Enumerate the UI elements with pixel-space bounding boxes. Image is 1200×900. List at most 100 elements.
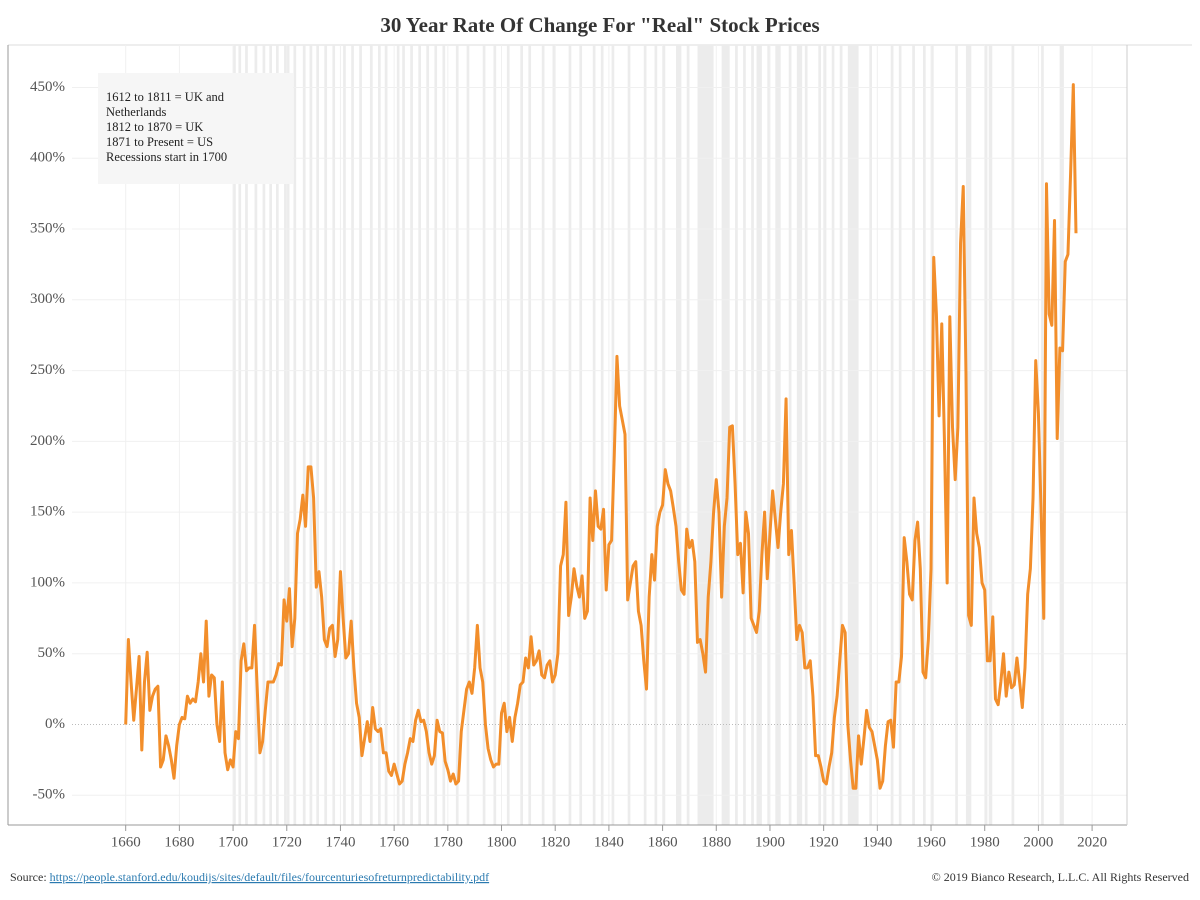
recession-band <box>254 45 258 825</box>
recession-band <box>965 45 972 825</box>
x-tick-label: 1900 <box>755 834 785 850</box>
recession-band <box>455 45 459 825</box>
recession-band <box>351 45 354 825</box>
x-tick-label: 1720 <box>272 834 302 850</box>
recession-band <box>767 45 770 825</box>
recession-band <box>528 45 532 825</box>
y-tick-label: 50% <box>38 645 66 661</box>
recession-band <box>466 45 470 825</box>
recession-band <box>552 45 556 825</box>
recession-band <box>775 45 781 825</box>
recession-band <box>869 45 872 825</box>
x-tick-label: 1920 <box>809 834 839 850</box>
recession-band <box>756 45 762 825</box>
recession-band <box>324 45 328 825</box>
recession-band <box>245 45 248 825</box>
copyright: © 2019 Bianco Research, L.L.C. All Right… <box>932 870 1189 884</box>
x-tick-label: 1780 <box>433 834 463 850</box>
x-tick-label: 1820 <box>540 834 570 850</box>
x-tick-label: 1980 <box>970 834 1000 850</box>
annotation-line: Recessions start in 1700 <box>106 150 227 164</box>
annotation-line: 1612 to 1811 = UK and <box>106 90 225 104</box>
chart-title: 30 Year Rate Of Change For "Real" Stock … <box>380 13 819 37</box>
x-tick-label: 1660 <box>111 834 141 850</box>
recession-band <box>482 45 486 825</box>
recession-band <box>568 45 572 825</box>
y-tick-label: 400% <box>30 150 65 166</box>
recession-band <box>912 45 915 825</box>
recession-band <box>686 45 690 825</box>
y-tick-label: 100% <box>30 574 65 590</box>
recession-band <box>238 45 242 825</box>
recession-band <box>804 45 808 825</box>
recession-band <box>384 45 388 825</box>
recession-band <box>579 45 583 825</box>
recession-bands <box>233 45 1064 825</box>
y-tick-label: 200% <box>30 433 65 449</box>
y-tick-label: 350% <box>30 220 65 236</box>
recession-band <box>592 45 596 825</box>
recession-band <box>1059 45 1064 825</box>
recession-band <box>600 45 604 825</box>
y-tick-label: -50% <box>33 787 66 803</box>
recession-band <box>788 45 792 825</box>
y-tick-label: 250% <box>30 362 65 378</box>
recession-band <box>493 45 497 825</box>
recession-band <box>662 45 666 825</box>
axes: -50% 0% 50% 100% 150% 200% 250% 300% 350% 400% 450… <box>7 45 1128 850</box>
recession-band <box>359 45 362 825</box>
x-tick-label: 1740 <box>325 834 355 850</box>
recession-band <box>434 45 438 825</box>
recession-band <box>818 45 821 825</box>
annotation-line: Netherlands <box>106 105 167 119</box>
annotation-line: 1871 to Present = US <box>106 135 213 149</box>
recession-band <box>1011 45 1015 825</box>
x-tick-label: 1880 <box>701 834 731 850</box>
recession-band <box>796 45 803 825</box>
recession-band <box>922 45 926 825</box>
recession-band <box>890 45 894 825</box>
x-tick-label: 1760 <box>379 834 409 850</box>
recession-band <box>654 45 658 825</box>
recession-band <box>262 45 266 825</box>
x-tick-label: 1800 <box>487 834 517 850</box>
recession-band <box>233 45 236 825</box>
recession-band <box>735 45 738 825</box>
x-tick-label: 1840 <box>594 834 624 850</box>
x-tick-label: 2020 <box>1077 834 1107 850</box>
recession-band <box>697 45 714 825</box>
recession-band <box>520 45 523 825</box>
recession-band <box>316 45 319 825</box>
series <box>124 83 1078 790</box>
x-tick-label: 1940 <box>862 834 892 850</box>
recession-band <box>988 45 993 825</box>
recession-band <box>418 45 421 825</box>
recession-band <box>611 45 615 825</box>
recession-band <box>276 45 279 825</box>
recession-band <box>302 45 306 825</box>
recession-band <box>402 45 405 825</box>
x-tick-label: 1960 <box>916 834 946 850</box>
recession-band <box>506 45 510 825</box>
recession-band <box>847 45 859 825</box>
annotation-box <box>98 73 293 184</box>
recession-band <box>378 45 381 825</box>
recession-band <box>442 45 446 825</box>
recession-band <box>309 45 313 825</box>
recession-band <box>831 45 835 825</box>
recession-band <box>627 45 631 825</box>
source-link[interactable]: https://people.stanford.edu/koudijs/site… <box>50 870 489 884</box>
recession-band <box>984 45 988 825</box>
recession-band <box>823 45 827 825</box>
recession-band <box>343 45 346 825</box>
recession-band <box>269 45 272 825</box>
recession-band <box>839 45 843 825</box>
recession-band <box>410 45 413 825</box>
data-line <box>124 83 1078 790</box>
x-tick-label: 2000 <box>1023 834 1053 850</box>
recession-band <box>332 45 336 825</box>
recession-band <box>898 45 902 825</box>
recession-band <box>369 45 373 825</box>
